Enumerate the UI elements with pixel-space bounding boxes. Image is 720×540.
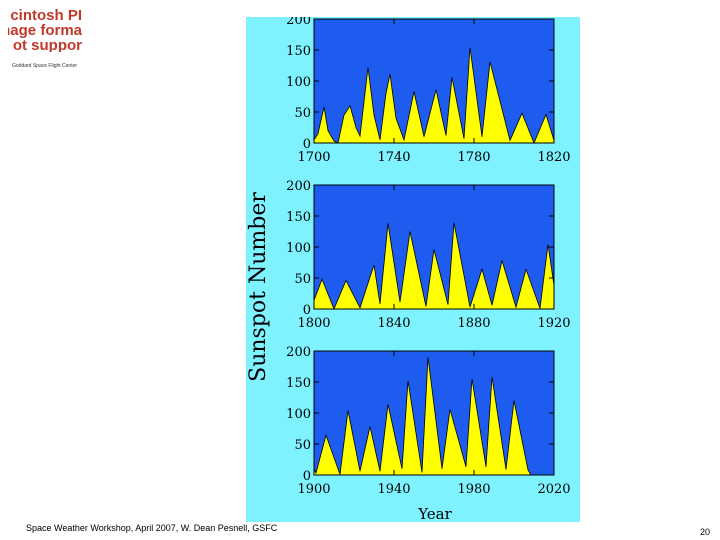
missing-image-placeholder: cintosh PI nage forma ot suppor <box>8 8 82 52</box>
y-axis-label: Sunspot Number <box>246 192 271 382</box>
chart-panel-2: 0 50 100 150 200 1800 1840 1880 1920 <box>286 179 570 331</box>
sunspot-chart: Sunspot Number Year 0 50 100 150 200 1700 1740… <box>246 13 571 523</box>
chart-panel-3: 0 50 100 150 200 1900 1940 1980 2020 <box>286 345 570 497</box>
y-tick-label: 0 <box>303 469 311 484</box>
footer-text: Space Weather Workshop, April 2007, W. D… <box>26 523 278 533</box>
sunspot-figure: Sunspot Number Year 0 50 100 150 200 1700 1740… <box>246 13 580 523</box>
x-tick-label: 1880 <box>457 316 490 331</box>
y-tick-label: 50 <box>294 438 311 453</box>
y-tick-label: 50 <box>294 272 311 287</box>
y-tick-label: 100 <box>286 241 311 256</box>
sunspot-series-area <box>313 222 555 311</box>
y-tick-label: 200 <box>286 179 311 194</box>
placeholder-text-line-2: nage forma <box>8 22 82 39</box>
y-tick-label: 50 <box>294 106 311 121</box>
x-tick-label: 1740 <box>377 150 410 165</box>
placeholder-text-line-1: cintosh PI <box>10 8 82 24</box>
x-tick-label: 1700 <box>297 150 330 165</box>
y-tick-label: 150 <box>286 44 311 59</box>
x-tick-label: 2020 <box>537 482 570 497</box>
x-tick-label: 1920 <box>537 316 570 331</box>
x-tick-label: 1980 <box>457 482 490 497</box>
plot-frame <box>313 18 555 144</box>
x-tick-label: 1780 <box>457 150 490 165</box>
org-label: Goddard Space Flight Center <box>12 63 78 69</box>
plot-frame <box>313 184 555 310</box>
sunspot-series-area <box>313 357 531 476</box>
y-tick-label: 100 <box>286 407 311 422</box>
x-tick-label: 1940 <box>377 482 410 497</box>
y-tick-label: 200 <box>286 17 311 28</box>
chart-panel-1: 0 50 100 150 200 1700 1740 1780 1820 <box>286 13 570 165</box>
y-tick-label: 150 <box>286 210 311 225</box>
y-tick-label: 0 <box>303 137 311 152</box>
y-tick-label: 200 <box>286 345 311 360</box>
page-number: 20 <box>700 527 711 537</box>
placeholder-text-line-3: ot suppor <box>12 37 82 52</box>
x-axis-label: Year <box>417 505 452 522</box>
x-tick-label: 1900 <box>297 482 330 497</box>
sunspot-series-area <box>313 47 555 145</box>
x-tick-label: 1800 <box>297 316 330 331</box>
plot-frame <box>313 350 555 476</box>
y-tick-label: 150 <box>286 376 311 391</box>
x-tick-label: 1820 <box>537 150 570 165</box>
y-tick-label: 0 <box>303 303 311 318</box>
y-tick-label: 100 <box>286 75 311 90</box>
x-tick-label: 1840 <box>377 316 410 331</box>
